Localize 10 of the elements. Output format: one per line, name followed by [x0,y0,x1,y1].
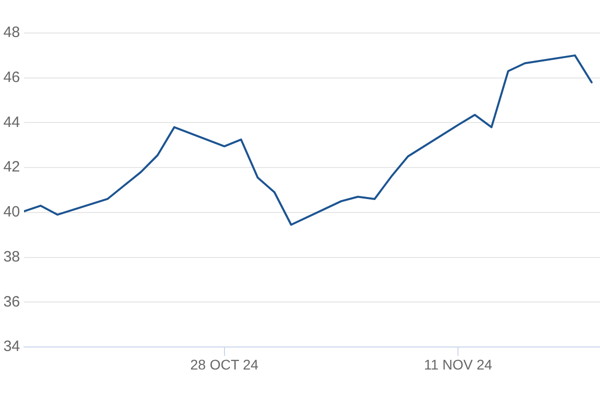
y-tick-label: 34 [3,338,20,356]
y-tick-label: 36 [3,293,20,310]
x-tick-label: 28 OCT 24 [190,356,259,372]
x-tick-label: 11 NOV 24 [424,356,492,372]
y-tick-label: 42 [3,158,20,176]
y-tick-label: 48 [3,24,20,42]
y-tick-label: 38 [3,248,20,266]
y-tick-label: 44 [3,114,20,131]
y-tick-label: 40 [3,204,20,221]
y-tick-label: 46 [3,69,20,86]
